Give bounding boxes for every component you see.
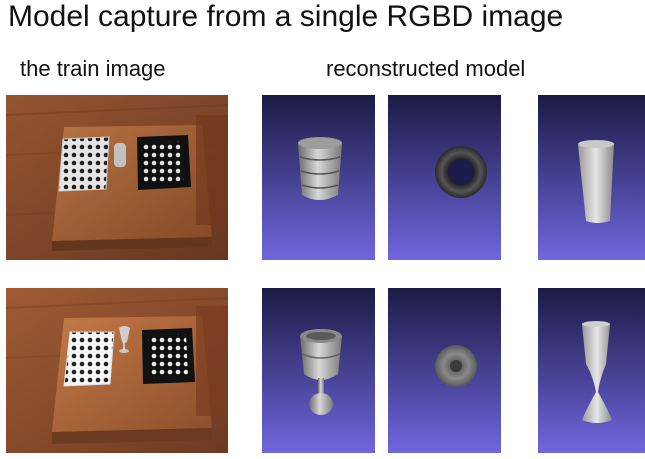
cup-side-view (262, 95, 375, 260)
train-image-label: the train image (20, 56, 166, 81)
train-photo-glass (6, 95, 228, 260)
wineglass-front-view (538, 288, 645, 453)
reconstructed-model-label: reconstructed model (326, 56, 526, 81)
train-photo-wine-glass (6, 288, 228, 453)
page-title: Model capture from a single RGBD image (8, 0, 564, 33)
cup-front-view (538, 95, 645, 260)
cup-top-view (388, 95, 501, 260)
wineglass-side-view (262, 288, 375, 453)
wineglass-top-view (388, 288, 501, 453)
